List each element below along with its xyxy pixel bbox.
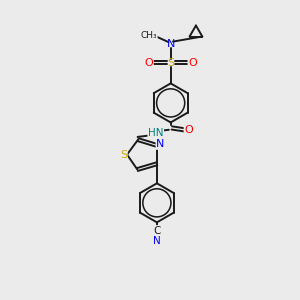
- Text: O: O: [188, 58, 197, 68]
- Text: O: O: [184, 125, 193, 135]
- Text: CH₃: CH₃: [140, 31, 157, 40]
- Text: S: S: [167, 58, 174, 68]
- Text: S: S: [120, 150, 127, 160]
- Text: O: O: [145, 58, 153, 68]
- Text: HN: HN: [148, 128, 164, 137]
- Text: C: C: [153, 226, 161, 236]
- Text: N: N: [167, 39, 175, 49]
- Text: N: N: [156, 139, 164, 149]
- Text: N: N: [153, 236, 161, 246]
